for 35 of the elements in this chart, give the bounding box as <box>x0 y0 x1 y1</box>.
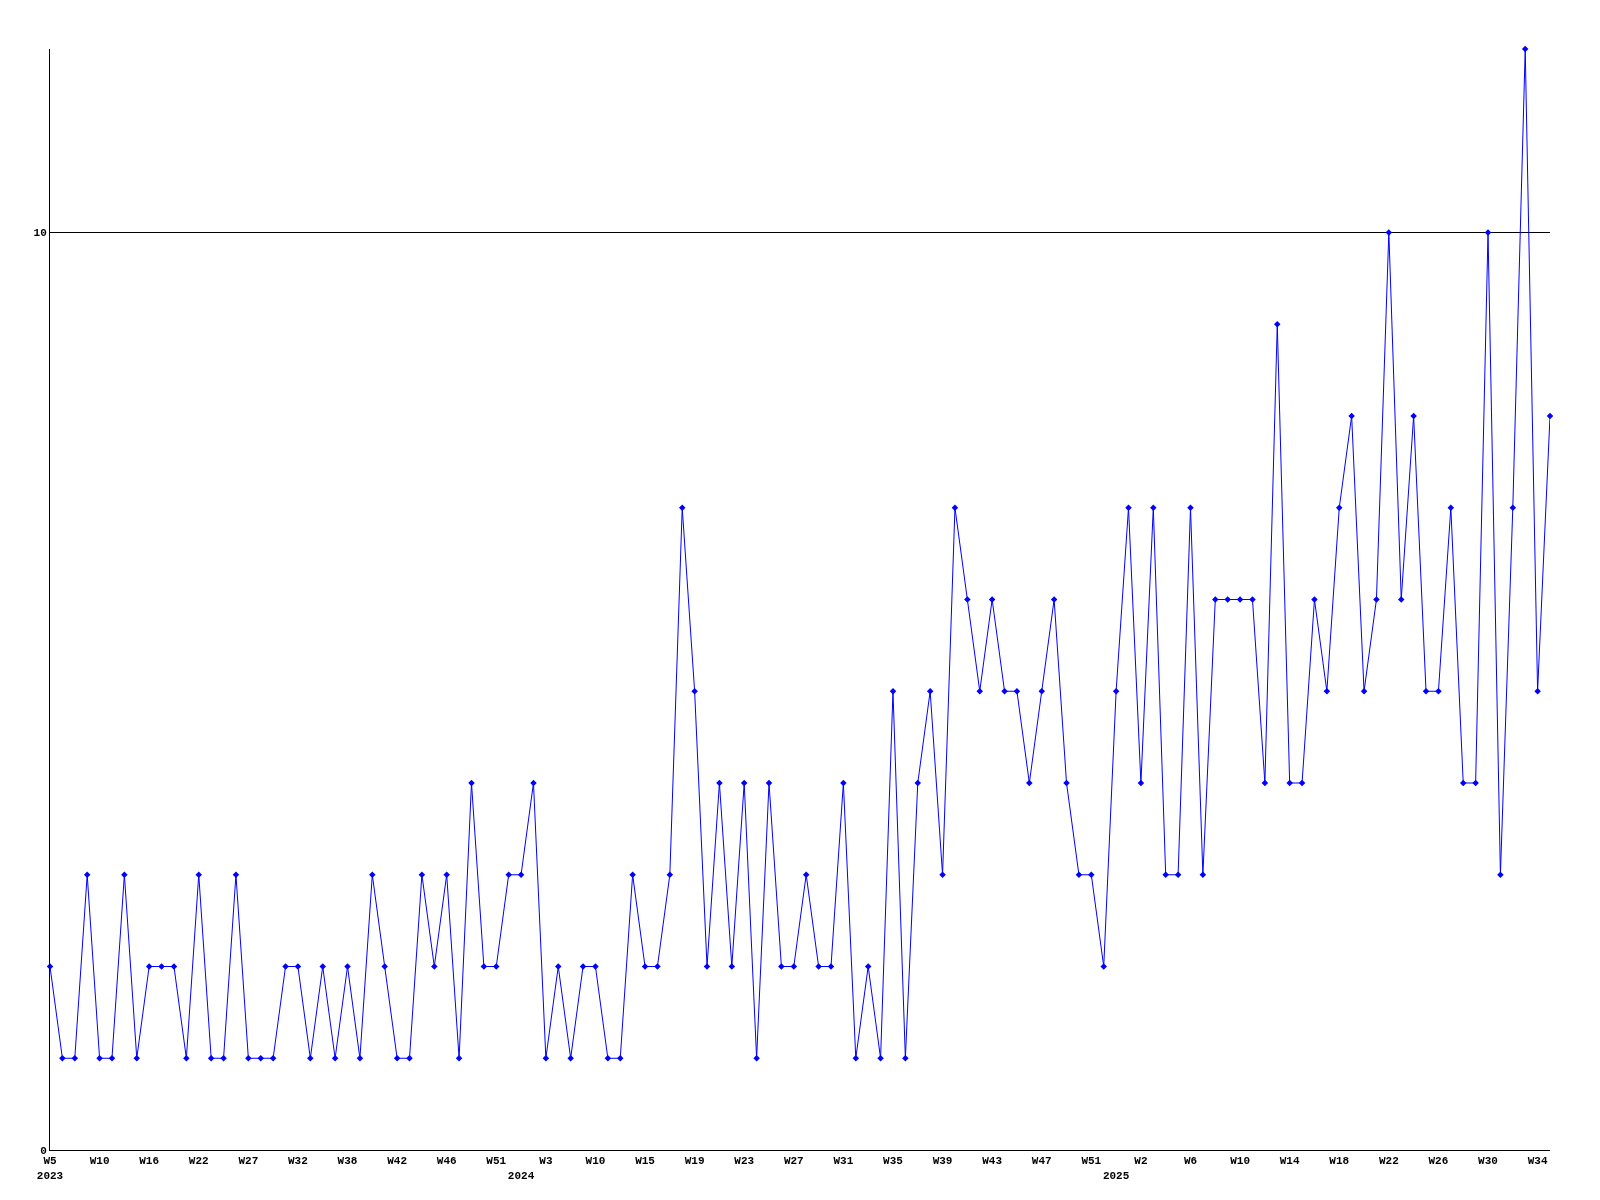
x-tick-label: W27 <box>238 1155 259 1168</box>
x-tick-label: W47 <box>1031 1155 1052 1168</box>
x-tick-label: W34 <box>1527 1155 1548 1168</box>
x-tick-label: W14 <box>1279 1155 1300 1168</box>
x-tick-label: W27 <box>783 1155 804 1168</box>
x-tick-label: W30 <box>1478 1155 1498 1168</box>
y-tick-label: 0 <box>40 1144 47 1157</box>
x-tick-label: W38 <box>337 1155 358 1168</box>
x-tick-label: W46 <box>436 1155 457 1168</box>
x-tick-label: W10 <box>89 1155 110 1168</box>
y-tick-label: 10 <box>33 227 47 240</box>
x-tick-label: W43 <box>982 1155 1003 1168</box>
x-tick-label: W10 <box>585 1155 606 1168</box>
x-tick-label: W23 <box>734 1155 755 1168</box>
x-tick-label: W22 <box>1378 1155 1399 1168</box>
x-tick-label: W6 <box>1183 1155 1198 1168</box>
x-tick-label: W51 <box>1081 1155 1102 1168</box>
x-tick-label: W35 <box>883 1155 904 1168</box>
x-tick-label: W10 <box>1230 1155 1250 1168</box>
x-tick-label: W16 <box>139 1155 160 1168</box>
x-tick-label: 2024 <box>507 1169 535 1182</box>
x-tick-label: W19 <box>684 1155 705 1168</box>
x-tick-label: W51 <box>486 1155 507 1168</box>
x-tick-label: W2 <box>1134 1155 1148 1168</box>
x-tick-label: W3 <box>539 1155 553 1168</box>
x-tick-label: W5 2023 <box>36 1155 64 1182</box>
x-tick-label: W26 <box>1428 1155 1449 1168</box>
x-tick-label: W39 <box>932 1155 953 1168</box>
x-tick-label: W32 <box>288 1155 308 1168</box>
x-tick-label: W22 <box>188 1155 209 1168</box>
x-tick-label: W42 <box>387 1155 408 1168</box>
x-tick-label: W15 <box>635 1155 656 1168</box>
x-tick-label: 2025 <box>1102 1169 1130 1182</box>
x-tick-label: W18 <box>1329 1155 1350 1168</box>
x-tick-label: W31 <box>833 1155 854 1168</box>
